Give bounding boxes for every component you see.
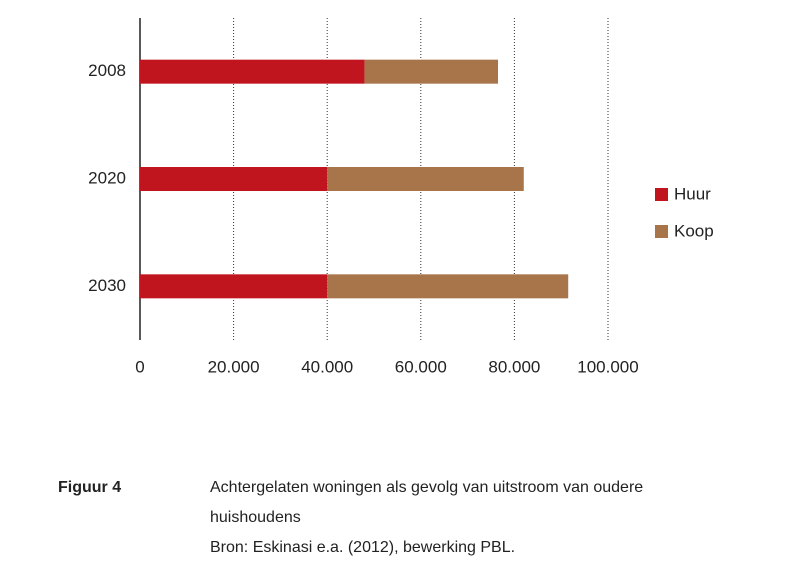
caption-source: Bron: Eskinasi e.a. (2012), bewerking PB… (210, 539, 516, 556)
legend-label: Huur (674, 184, 711, 203)
legend-swatch (655, 188, 668, 201)
bar (327, 167, 524, 191)
bar (364, 59, 499, 84)
x-tick-label: 0 (135, 357, 144, 376)
bar (140, 274, 328, 299)
y-tick-label: 2020 (88, 168, 126, 187)
x-tick-label: 100.000 (577, 357, 638, 376)
y-tick-label: 2030 (88, 276, 126, 295)
legend-swatch (655, 225, 668, 238)
legend-label: Koop (674, 221, 714, 240)
chart: 0 20.000 40.000 60.000 80.000 100.000 2008 2020… (88, 18, 714, 376)
x-tick-label: 40.000 (301, 357, 353, 376)
bar (140, 167, 328, 191)
x-tick-label: 20.000 (208, 357, 260, 376)
x-tick-label: 80.000 (488, 357, 540, 376)
bar (327, 274, 569, 299)
bar (140, 59, 365, 84)
caption-title: Achtergelaten woningen als gevolg van ui… (210, 479, 644, 526)
caption-label: Figuur 4 (58, 479, 122, 496)
y-tick-label: 2008 (88, 61, 126, 80)
x-tick-label: 60.000 (395, 357, 447, 376)
